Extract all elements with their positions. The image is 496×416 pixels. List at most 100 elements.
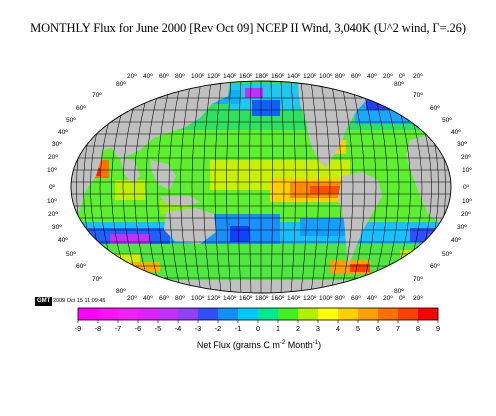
colorbar-tick-label: -7 [115, 324, 122, 333]
lon-label: 80º [335, 295, 345, 300]
lon-label: 20º [127, 73, 137, 80]
lon-label: 40º [367, 295, 377, 300]
colorbar-tick-label: 8 [416, 324, 420, 333]
lat-label: 10º [462, 167, 472, 174]
lon-label: 140º [223, 295, 237, 300]
colorbar-swatch [158, 308, 179, 320]
colorbar-tick-label: -3 [195, 324, 202, 333]
lat-label: 10º [47, 198, 57, 205]
lon-label: 140º [287, 73, 301, 80]
lon-label: 0º [399, 73, 406, 80]
colorbar-tick-label: -4 [175, 324, 182, 333]
colorbar-swatch [358, 308, 379, 320]
lat-label: 70º [92, 92, 102, 99]
timestamp: 2009 Oct 15 11:09:45 [53, 298, 106, 304]
longitude-labels-top: 20º 40º 60º 80º 100º 120º 140º 160º 180º… [127, 73, 423, 80]
lat-label: 60º [430, 105, 440, 112]
lon-label: 40º [367, 73, 377, 80]
lat-label: 70º [92, 276, 102, 283]
colorbar-tick-label: 1 [276, 324, 280, 333]
colorbar-tick-label: 5 [356, 324, 360, 333]
latitude-labels-left: 80º 70º 60º 50º 40º 30º 20º 10º 0º 10º 2… [47, 81, 126, 295]
lat-label: 30º [457, 224, 467, 231]
lat-label: 30º [52, 224, 62, 231]
lat-label: 80º [394, 81, 404, 88]
colorbar-swatch [138, 308, 159, 320]
lon-label: 160º [239, 73, 253, 80]
lat-label: 0º [463, 184, 470, 191]
colorbar-swatch [118, 308, 139, 320]
lon-label: 60º [351, 295, 361, 300]
lat-label: 10º [462, 198, 472, 205]
colorbar-swatch [178, 308, 199, 320]
colorbar-swatch [238, 308, 259, 320]
lon-label: 160º [271, 73, 285, 80]
colorbar-tick-label: 3 [316, 324, 320, 333]
longitude-labels-bottom: 20º 40º 60º 80º 100º 120º 140º 160º 180º… [127, 295, 423, 300]
colorbar-tick-label: 6 [376, 324, 380, 333]
lon-label: 120º [207, 73, 221, 80]
colorbar-tick-label: -2 [215, 324, 222, 333]
lat-label: 80º [394, 288, 404, 295]
lon-label: 100º [319, 73, 333, 80]
lat-label: 80º [116, 81, 126, 88]
lon-label: 40º [143, 73, 153, 80]
lon-label: 180º [255, 295, 269, 300]
lon-label: 20º [413, 73, 423, 80]
colorbar-ticks: -9 -8 -7 -6 -5 -4 -3 -2 -1 0 1 2 3 4 5 6 7 8 9 [75, 320, 440, 333]
lon-label: 120º [303, 295, 317, 300]
lat-label: 60º [76, 105, 86, 112]
lat-label: 10º [47, 167, 57, 174]
colorbar-tick-label: 4 [336, 324, 340, 333]
lat-label: 70º [413, 92, 423, 99]
lat-label: 50º [442, 251, 452, 258]
lon-label: 20º [413, 295, 423, 300]
lat-label: 60º [76, 263, 86, 270]
lon-label: 160º [271, 295, 285, 300]
colorbar-tick-label: -5 [155, 324, 162, 333]
lon-label: 60º [159, 73, 169, 80]
lat-label: 50º [66, 117, 76, 124]
lon-label: 140º [223, 73, 237, 80]
colorbar-swatch [418, 308, 439, 320]
lon-label: 160º [239, 295, 253, 300]
lon-label: 100º [191, 73, 205, 80]
lat-label: 70º [413, 276, 423, 283]
lon-label: 100º [319, 295, 333, 300]
lon-label: 60º [351, 73, 361, 80]
lon-label: 120º [207, 295, 221, 300]
lon-label: 20º [383, 73, 393, 80]
colorbar-tick-label: -1 [235, 324, 242, 333]
colorbar-tick-label: 0 [256, 324, 260, 333]
lat-label: 30º [52, 141, 62, 148]
lon-label: 80º [175, 73, 185, 80]
world-flux-map: 20º 40º 60º 80º 100º 120º 140º 160º 180º… [47, 73, 472, 300]
lon-label: 20º [383, 295, 393, 300]
lon-label: 20º [127, 295, 137, 300]
lat-label: 20º [48, 211, 58, 218]
colorbar-swatch [378, 308, 399, 320]
colorbar-tick-label: -8 [95, 324, 102, 333]
colorbar-tick-label: 7 [396, 324, 400, 333]
lat-label: 40º [451, 237, 461, 244]
lon-label: 100º [191, 295, 205, 300]
colorbar-label-text: Net Flux (grams C m [196, 340, 280, 350]
colorbar-swatch [198, 308, 219, 320]
lon-label: 60º [159, 295, 169, 300]
lat-label: 20º [461, 154, 471, 161]
colorbar-tick-label: -6 [135, 324, 142, 333]
gmt-badge: GMT [35, 297, 53, 306]
lon-label: 80º [175, 295, 185, 300]
lat-label: 30º [457, 141, 467, 148]
lat-label: 20º [461, 211, 471, 218]
colorbar-swatch [398, 308, 419, 320]
lat-label: 80º [116, 288, 126, 295]
colorbar-label-sup2: -1 [312, 340, 319, 346]
lon-label: 40º [143, 295, 153, 300]
colorbar-label-sup1: -2 [279, 340, 286, 346]
colorbar: -9 -8 -7 -6 -5 -4 -3 -2 -1 0 1 2 3 4 5 6 7 8 9 [75, 307, 440, 333]
lat-label: 40º [451, 129, 461, 136]
lon-label: 140º [287, 295, 301, 300]
lon-label: 80º [335, 73, 345, 80]
colorbar-tick-label: 9 [436, 324, 440, 333]
